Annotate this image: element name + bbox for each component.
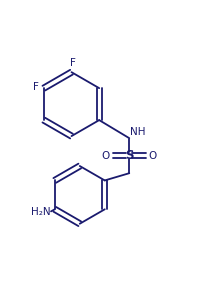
Text: O: O (101, 151, 110, 161)
Text: O: O (149, 151, 157, 161)
Text: F: F (33, 82, 39, 92)
Text: S: S (125, 149, 134, 162)
Text: NH: NH (130, 127, 146, 137)
Text: H₂N: H₂N (31, 208, 51, 217)
Text: F: F (70, 58, 75, 68)
